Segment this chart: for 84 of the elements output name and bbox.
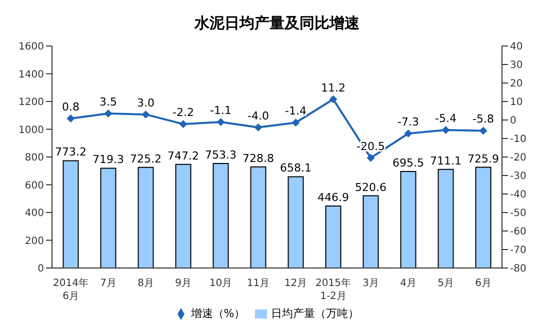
y-tick-label: 1000	[18, 124, 44, 136]
y2-tick-label: -60	[510, 226, 526, 238]
y2-tick-label: 0	[510, 116, 516, 127]
legend-label: 日均产量（万吨）	[271, 307, 360, 320]
data-label: 728.8	[242, 152, 274, 165]
point	[442, 126, 450, 134]
y2-tick-label: -70	[510, 245, 526, 256]
data-label: 3.5	[100, 96, 117, 109]
legend-label: 增速（%）	[190, 307, 246, 320]
data-label: 725.2	[130, 152, 162, 166]
y2-tick-label: -40	[510, 190, 526, 201]
data-label: 747.2	[168, 149, 199, 162]
point	[292, 118, 300, 127]
bar	[100, 168, 116, 268]
x-tick-label: 11月	[246, 278, 270, 289]
y2-tick-label: -10	[510, 134, 526, 146]
data-label: -2.2	[172, 106, 194, 120]
data-label: 446.9	[318, 190, 349, 204]
y-tick-label: 1400	[18, 69, 44, 80]
bar	[62, 160, 79, 268]
data-label: -1.1	[210, 104, 232, 118]
bar	[250, 166, 266, 268]
y2-tick-label: 40	[510, 42, 523, 53]
x-tick-label: 10月	[209, 278, 232, 289]
data-label: 3.0	[137, 96, 154, 110]
bar	[438, 168, 454, 268]
data-label: 725.9	[468, 152, 499, 166]
x-tick-label: 5月	[438, 278, 454, 289]
bar	[288, 176, 304, 268]
y-tick-label: 0	[38, 264, 44, 275]
x-tick-label: 7月	[100, 278, 116, 289]
point	[142, 110, 150, 118]
bar	[475, 166, 492, 268]
data-label: -5.4	[435, 112, 456, 125]
point	[216, 118, 225, 126]
y2-tick-label: -30	[510, 171, 526, 182]
data-label: 11.2	[321, 81, 346, 94]
x-tick-label: 4月	[400, 278, 416, 289]
x-tick-label: 6月	[475, 278, 492, 289]
data-label: 711.1	[430, 154, 462, 168]
y-tick-label: 600	[24, 180, 44, 192]
y-tick-label: 400	[24, 208, 44, 220]
data-label: 520.6	[355, 180, 386, 194]
y-tick-label: 200	[24, 236, 44, 247]
x-tick-label: 8月	[138, 278, 154, 289]
bar	[138, 166, 154, 268]
bar	[362, 195, 379, 268]
data-label: -7.3	[398, 116, 419, 129]
chart-title: 水泥日均产量及同比增速	[193, 14, 360, 34]
y-tick-label: 1600	[18, 42, 44, 53]
y2-tick-label: 10	[510, 97, 523, 108]
data-label: -5.8	[472, 112, 494, 126]
point	[404, 130, 412, 138]
data-label: -4.0	[248, 109, 269, 122]
data-label: 773.2	[55, 146, 86, 159]
data-label: -1.4	[285, 104, 306, 118]
bar	[212, 162, 229, 268]
point	[366, 154, 375, 162]
y-tick-label: 800	[24, 152, 44, 164]
data-label: 719.3	[92, 153, 124, 166]
point	[66, 114, 75, 123]
y-tick-label: 1200	[18, 97, 44, 108]
point	[104, 110, 112, 118]
data-label: 695.5	[392, 156, 424, 170]
point	[179, 120, 188, 128]
x-tick-label: 2014年 6月	[53, 277, 88, 302]
data-label: 658.1	[280, 162, 312, 175]
bar	[175, 164, 192, 268]
y2-tick-label: 30	[510, 60, 523, 72]
y2-tick-label: -50	[510, 208, 526, 220]
y2-tick-label: -80	[510, 264, 526, 275]
point	[479, 126, 488, 135]
bar	[400, 171, 416, 268]
data-label: 0.8	[62, 100, 80, 114]
y2-tick-label: -20	[510, 152, 526, 164]
x-tick-label: 2015年 1-2月	[316, 277, 351, 302]
point	[254, 123, 262, 132]
x-tick-label: 9月	[175, 278, 192, 289]
data-label: 753.3	[205, 148, 236, 162]
x-tick-label: 12月	[284, 278, 308, 289]
x-tick-label: 3月	[362, 278, 379, 289]
point	[329, 95, 338, 104]
bar	[325, 205, 342, 268]
y2-tick-label: 20	[510, 78, 523, 90]
